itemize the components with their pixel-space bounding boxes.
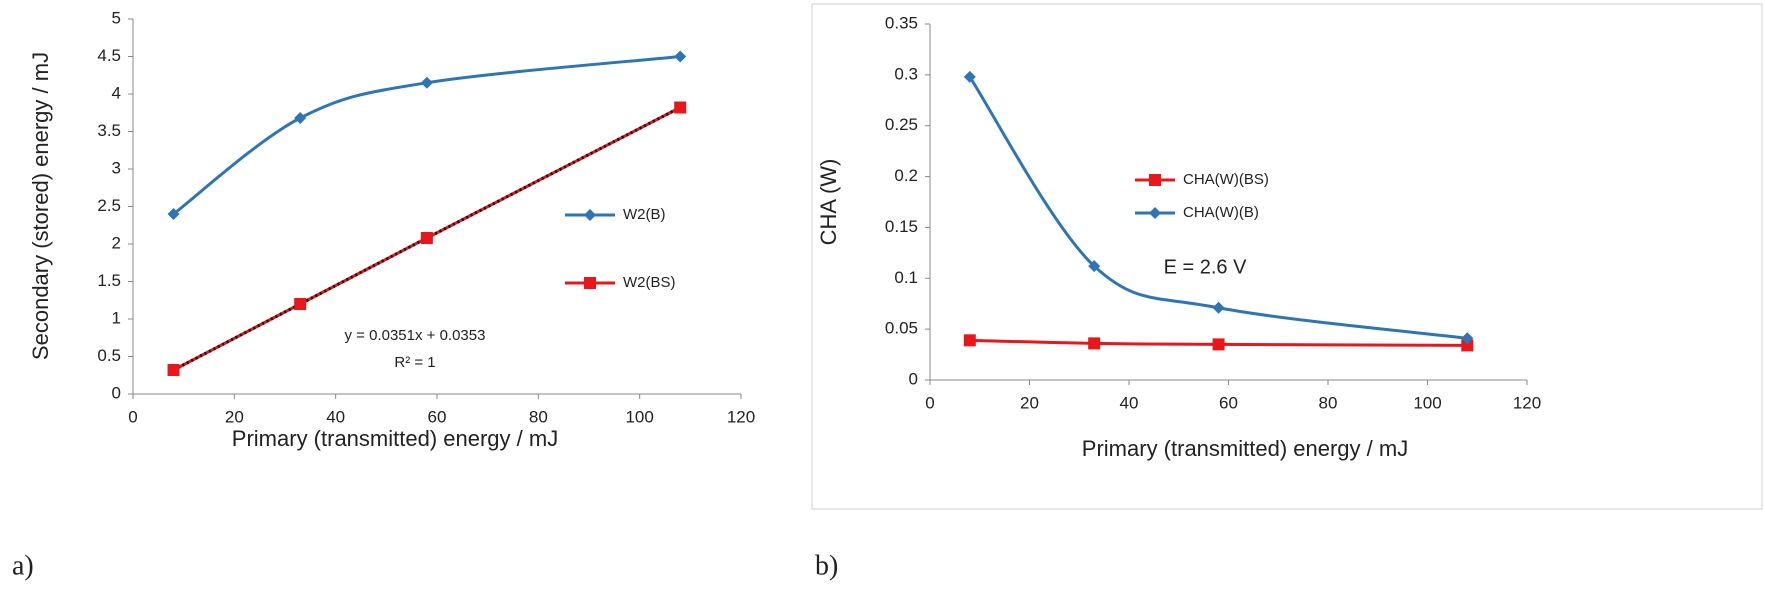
x-tick-label: 100 [625,407,653,426]
x-tick-label: 0 [128,407,137,426]
annotation: E = 2.6 V [1164,256,1247,278]
y-tick-label: 3.5 [97,121,121,140]
x-tick-label: 120 [727,407,755,426]
annotation: R² = 1 [394,354,435,371]
legend-label: CHA(W)(BS) [1183,171,1269,188]
series-line [969,338,1468,347]
legend-label: W2(B) [623,206,666,223]
y-tick-label: 0.25 [885,115,918,134]
y-tick-label: 4.5 [97,46,121,65]
legend-label: CHA(W)(B) [1183,204,1259,221]
x-tick-label: 40 [1120,393,1139,412]
y-tick-label: 2.5 [97,196,121,215]
x-tick-label: 20 [1020,393,1039,412]
panel-label: b) [815,550,838,581]
y-tick-label: 0 [112,383,121,402]
legend-marker [584,209,596,221]
data-point [1461,339,1474,352]
y-tick-label: 0.15 [885,217,918,236]
data-point [420,232,433,244]
data-point [963,70,976,83]
data-point [167,364,180,376]
panel-label: a) [12,550,34,581]
y-tick-label: 3 [112,158,121,177]
chart-frame [811,3,1763,510]
data-point [294,298,307,310]
data-point [1461,332,1474,345]
data-point [167,208,180,220]
legend-marker [1149,207,1161,219]
x-tick-label: 120 [1513,393,1541,412]
y-tick-label: 4 [112,83,121,102]
y-tick-label: 0.05 [885,319,918,338]
y-tick-label: 1 [112,308,121,327]
series-line [968,76,1468,340]
y-tick-label: 0.1 [894,268,918,287]
y-tick-label: 0.35 [885,13,918,32]
data-point [1212,338,1225,351]
legend-marker [1149,174,1161,186]
x-tick-label: 60 [428,407,447,426]
y-tick-label: 1.5 [97,271,121,290]
y-axis-label: CHA (W) [816,159,841,246]
y-tick-label: 2 [112,233,121,252]
y-tick-label: 0.3 [894,64,918,83]
x-tick-label: 20 [225,407,244,426]
legend-label: W2(BS) [623,274,676,291]
x-tick-label: 0 [925,393,934,412]
series-line [172,55,681,216]
data-point [1088,337,1101,350]
data-point [420,76,433,89]
y-tick-label: 5 [112,8,121,27]
y-tick-label: 0.2 [894,166,918,185]
data-point [294,112,307,124]
legend-marker [584,277,596,289]
x-tick-label: 60 [1219,393,1238,412]
data-point [963,334,976,347]
data-point [674,101,687,114]
data-point [1212,301,1225,314]
annotation: y = 0.0351x + 0.0353 [345,327,486,344]
x-tick-label: 40 [326,407,345,426]
data-point [674,50,687,63]
y-tick-label: 0 [909,369,918,388]
y-axis-label: Secondary (stored) energy / mJ [28,52,53,360]
x-tick-label: 80 [529,407,548,426]
x-axis-label: Primary (transmitted) energy / mJ [1082,436,1408,461]
x-tick-label: 80 [1319,393,1338,412]
data-point [1088,260,1101,273]
x-tick-label: 100 [1413,393,1441,412]
x-axis-label: Primary (transmitted) energy / mJ [232,426,558,451]
y-tick-label: 0.5 [97,346,121,365]
trendline [172,106,681,372]
